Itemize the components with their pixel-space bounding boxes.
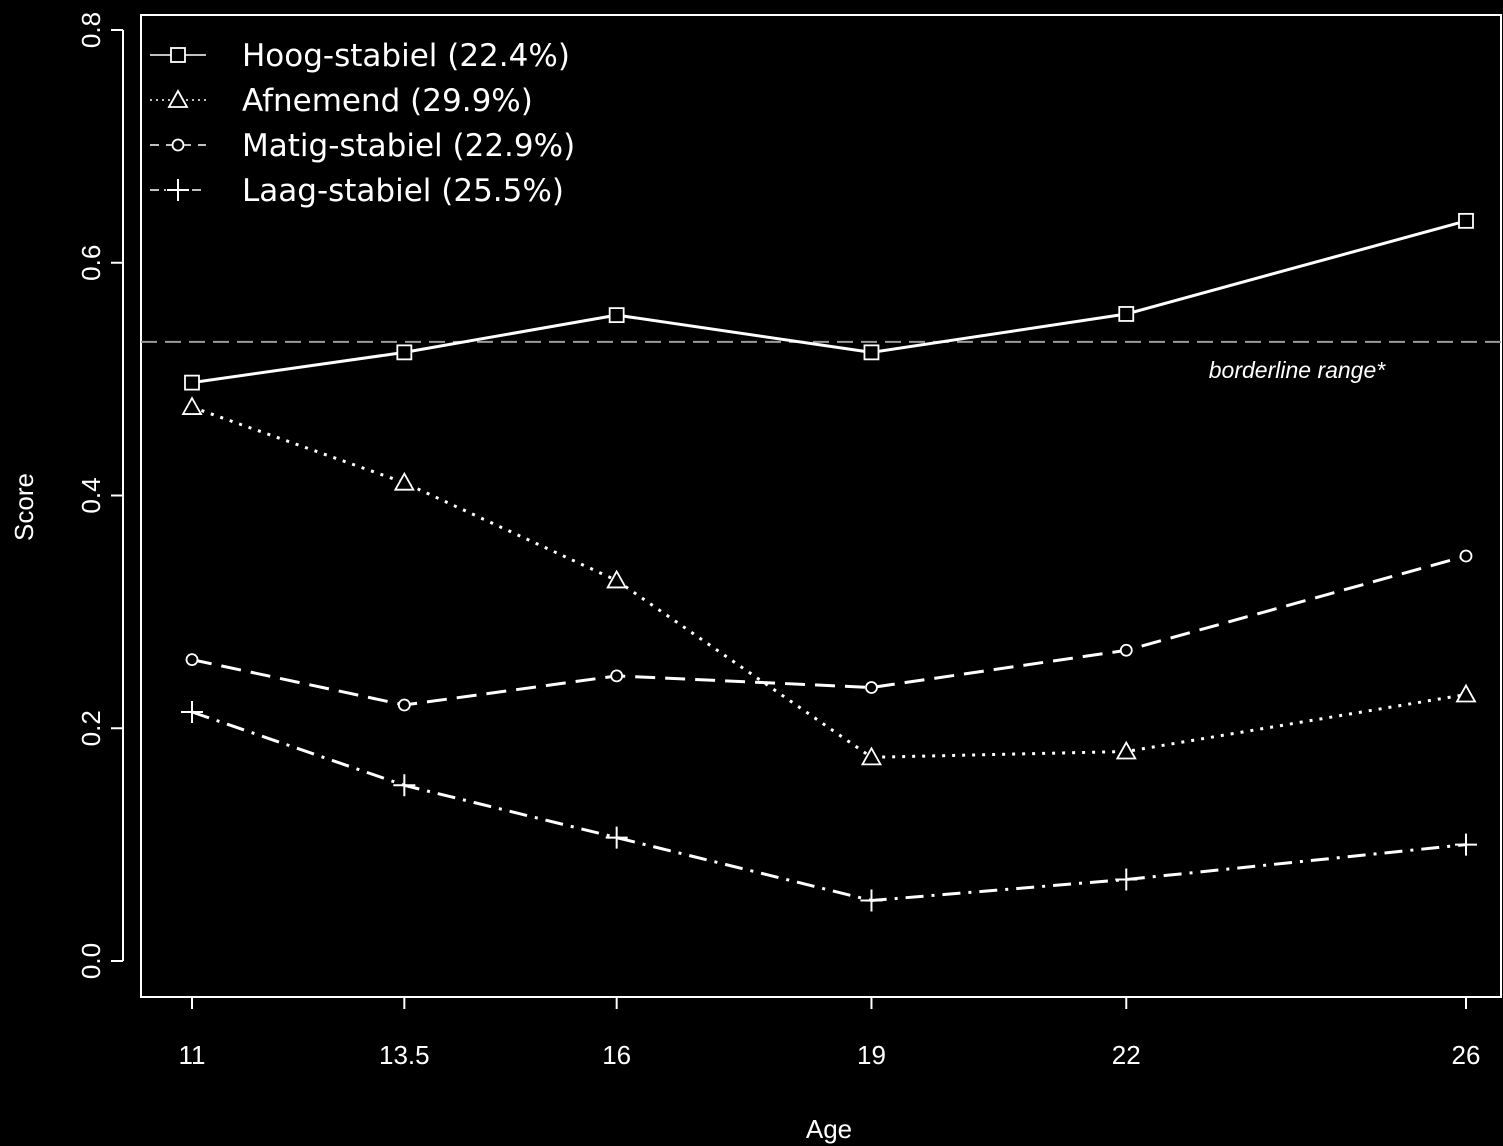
series-point-marker bbox=[1459, 214, 1473, 228]
legend-item: Matig-stabiel (22.9%) bbox=[150, 128, 575, 164]
y-tick-label: 0.4 bbox=[76, 477, 106, 513]
y-axis-title: Score bbox=[9, 473, 39, 541]
series-point-marker bbox=[1115, 869, 1137, 891]
y-tick-label: 0.0 bbox=[76, 943, 106, 979]
series-point-marker bbox=[608, 571, 626, 587]
legend-marker bbox=[173, 140, 184, 151]
series-4 bbox=[181, 701, 1477, 912]
series-point-marker bbox=[185, 376, 199, 390]
x-tick-label: 11 bbox=[179, 1040, 206, 1070]
legend-item: Hoog-stabiel (22.4%) bbox=[150, 38, 570, 74]
legend-label: Hoog-stabiel (22.4%) bbox=[242, 38, 570, 74]
series-point-marker bbox=[393, 774, 415, 796]
x-tick-label: 13.5 bbox=[379, 1040, 430, 1070]
series-group bbox=[181, 214, 1477, 912]
series-point-marker bbox=[397, 345, 411, 359]
series-point-marker bbox=[399, 699, 410, 710]
series-point-marker bbox=[183, 398, 201, 414]
reference-line-group: borderline range* bbox=[141, 342, 1501, 383]
legend-marker bbox=[171, 48, 185, 62]
series-point-marker bbox=[611, 670, 622, 681]
series-point-marker bbox=[866, 682, 877, 693]
legend: Hoog-stabiel (22.4%) Afnemend (29.9%) Mati… bbox=[150, 38, 575, 209]
series-point-marker bbox=[1461, 551, 1472, 562]
legend-label: Laag-stabiel (25.5%) bbox=[242, 173, 564, 209]
series-point-marker bbox=[1119, 307, 1133, 321]
legend-marker bbox=[169, 91, 187, 107]
x-axis: 11 13.5 16 19 22 26 bbox=[179, 997, 1481, 1070]
series-point-marker bbox=[187, 654, 198, 665]
legend-marker bbox=[167, 179, 189, 201]
series-2 bbox=[183, 398, 1475, 764]
x-axis-title: Age bbox=[806, 1114, 852, 1144]
x-tick-label: 16 bbox=[602, 1040, 631, 1070]
series-point-marker bbox=[610, 308, 624, 322]
legend-item: Afnemend (29.9%) bbox=[150, 83, 533, 119]
x-tick-label: 26 bbox=[1452, 1040, 1481, 1070]
series-line bbox=[192, 712, 1466, 901]
legend-item: Laag-stabiel (25.5%) bbox=[150, 173, 564, 209]
legend-label: Matig-stabiel (22.9%) bbox=[242, 128, 575, 164]
x-tick-label: 19 bbox=[857, 1040, 886, 1070]
series-point-marker bbox=[860, 889, 882, 911]
series-point-marker bbox=[1457, 686, 1475, 702]
x-tick-label: 22 bbox=[1112, 1040, 1141, 1070]
y-tick-label: 0.6 bbox=[76, 245, 106, 281]
series-point-marker bbox=[395, 474, 413, 490]
series-point-marker bbox=[1121, 645, 1132, 656]
series-line bbox=[192, 556, 1466, 705]
series-3 bbox=[187, 551, 1472, 711]
series-line bbox=[192, 407, 1466, 757]
series-point-marker bbox=[864, 345, 878, 359]
borderline-reference-label: borderline range* bbox=[1209, 357, 1387, 383]
series-point-marker bbox=[862, 748, 880, 764]
series-point-marker bbox=[181, 701, 203, 723]
legend-label: Afnemend (29.9%) bbox=[242, 83, 533, 119]
series-point-marker bbox=[606, 827, 628, 849]
y-tick-label: 0.8 bbox=[76, 12, 106, 48]
series-point-marker bbox=[1455, 834, 1477, 856]
y-axis: 0.0 0.2 0.4 0.6 0.8 bbox=[76, 12, 123, 979]
y-tick-label: 0.2 bbox=[76, 710, 106, 746]
